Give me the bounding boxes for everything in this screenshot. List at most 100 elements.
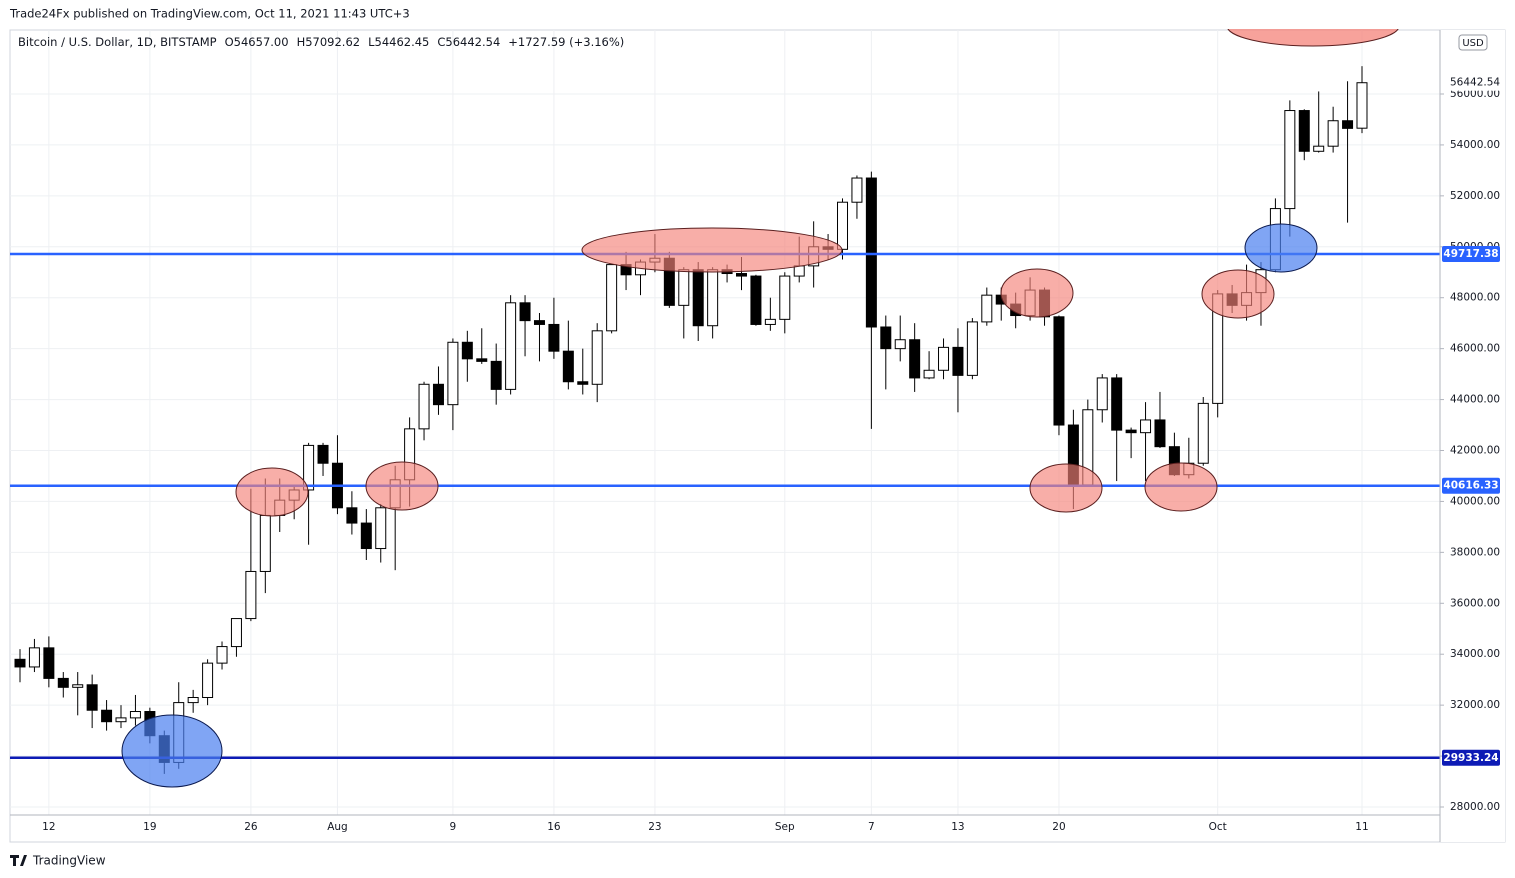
currency[interactable]: USD [1462, 38, 1484, 49]
candle-body [129, 711, 141, 719]
candle-body [533, 320, 545, 325]
candle-body [750, 275, 762, 325]
candle-body [490, 360, 502, 390]
candle-body [461, 341, 473, 360]
candle-body [259, 514, 271, 572]
y-tick-label: 42000.00 [1450, 444, 1500, 456]
candle-body [317, 444, 329, 464]
candle-body [346, 507, 358, 524]
candle-body [375, 507, 387, 550]
candle-body [476, 358, 488, 362]
axes: 28000.0030000.0032000.0034000.0036000.00… [42, 74, 1500, 833]
highlight-ellipse [235, 467, 309, 517]
candle-body [216, 646, 228, 664]
candle-body [1342, 120, 1354, 129]
candle-body [432, 383, 444, 406]
ohlc-close: C56442.54 [437, 35, 500, 49]
candle-body [43, 647, 55, 679]
y-tick-label: 36000.00 [1450, 597, 1500, 609]
annotations [121, 5, 1400, 788]
candle-body [1284, 110, 1296, 210]
x-tick-label: 12 [42, 821, 55, 833]
candle-body [447, 341, 459, 406]
candle-body [505, 302, 517, 390]
candle-body [736, 273, 747, 277]
ohlc-change: +1727.59 (+3.16%) [508, 35, 624, 49]
candle-body [86, 684, 98, 711]
candle-body [764, 318, 776, 325]
y-tick-label: 34000.00 [1450, 648, 1500, 660]
candle-body [548, 323, 560, 352]
candle-body [923, 369, 935, 379]
x-tick-label: 9 [450, 821, 457, 833]
currency-badge[interactable] [1458, 34, 1488, 51]
y-tick-label: 56000.00 [1450, 88, 1500, 100]
candle-body [1356, 82, 1368, 129]
candle-body [14, 658, 26, 668]
ohlc-high: H57092.62 [297, 35, 361, 49]
candle-body [1140, 419, 1152, 434]
y-tick-label: 46000.00 [1450, 343, 1500, 355]
x-tick-label: Oct [1209, 821, 1227, 833]
publisher: Trade24Fx published on TradingView.com, … [9, 7, 410, 21]
candle-body [837, 201, 849, 250]
candle-body [851, 177, 863, 203]
candle-body [1197, 402, 1209, 464]
y-tick-label: 44000.00 [1450, 394, 1500, 406]
candle-body [418, 383, 430, 430]
candle-body [894, 339, 906, 350]
candle-body [577, 381, 589, 385]
level-label-bg [1442, 477, 1500, 494]
level-label: 40616.33 [1443, 480, 1498, 492]
y-tick-label: 28000.00 [1450, 801, 1500, 813]
candle-body [707, 269, 719, 327]
candle-body [606, 264, 618, 332]
level-label: 49717.38 [1443, 248, 1498, 260]
ohlc-low: L54462.45 [368, 35, 429, 49]
symbol-line: Bitcoin / U.S. Dollar, 1D, BITSTAMP O5465… [18, 35, 624, 49]
highlight-ellipse [1201, 269, 1275, 319]
candle-body [678, 269, 690, 306]
highlight-ellipse [121, 714, 223, 788]
x-tick-label: 7 [868, 821, 875, 833]
grid [10, 30, 1440, 815]
candle-body [793, 265, 805, 277]
candle-body [1154, 419, 1166, 448]
brand-logo [10, 855, 27, 866]
candle-body [1298, 110, 1310, 152]
candle-body [779, 275, 791, 320]
y-tick-label: 32000.00 [1450, 699, 1500, 711]
candle-body [692, 269, 704, 327]
x-tick-label: 16 [547, 821, 561, 833]
candle-body [303, 444, 315, 491]
x-tick-label: 11 [1355, 821, 1368, 833]
candle-body [360, 522, 372, 550]
y-tick-label: 38000.00 [1450, 546, 1500, 558]
candle-body [1096, 377, 1108, 411]
highlight-ellipse [1000, 268, 1074, 318]
candle-body [1111, 377, 1123, 431]
highlight-ellipse [1029, 463, 1103, 513]
candle-body [187, 697, 199, 704]
last-price-bg [1442, 74, 1500, 91]
x-tick-label: Aug [327, 821, 348, 833]
candle-body [938, 346, 950, 371]
candle-body [57, 677, 69, 688]
ohlc-open: O54657.00 [225, 35, 289, 49]
level-label-bg [1442, 245, 1500, 262]
candle-body [865, 177, 877, 328]
candle-body [562, 350, 574, 383]
level-label: 29933.24 [1443, 752, 1498, 764]
candle-body [202, 662, 214, 699]
x-tick-label: 20 [1052, 821, 1065, 833]
candle-body [245, 570, 257, 620]
price-axis-bg [1440, 30, 1505, 842]
candle-body [981, 294, 993, 323]
candle-body [1125, 429, 1137, 434]
highlight-ellipse [365, 461, 439, 511]
y-tick-label: 54000.00 [1450, 139, 1500, 151]
candle-body [28, 647, 40, 668]
candle-body [952, 346, 964, 376]
y-tick-label: 52000.00 [1450, 190, 1500, 202]
